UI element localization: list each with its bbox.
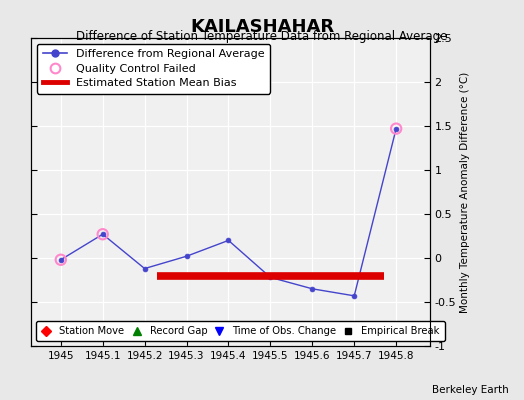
Difference from Regional Average (267, 275, 274, 280)
Difference from Regional Average (141, 266, 148, 271)
Difference from Regional Average (100, 232, 106, 237)
Y-axis label: Monthly Temperature Anomaly Difference (°C): Monthly Temperature Anomaly Difference (… (460, 71, 471, 313)
Text: KAILASHAHAR: KAILASHAHAR (190, 18, 334, 36)
Estimated Station Mean Bias (380, 273, 387, 278)
Difference from Regional Average (58, 257, 64, 262)
Quality Control Failed (57, 256, 65, 263)
Legend: Station Move, Record Gap, Time of Obs. Change, Empirical Break: Station Move, Record Gap, Time of Obs. C… (37, 321, 445, 341)
Quality Control Failed (99, 231, 107, 238)
Difference from Regional Average (183, 254, 190, 259)
Line: Difference from Regional Average: Difference from Regional Average (58, 126, 399, 298)
Estimated Station Mean Bias (154, 273, 160, 278)
Quality Control Failed (392, 126, 400, 132)
Difference from Regional Average (393, 126, 399, 131)
Text: Berkeley Earth: Berkeley Earth (432, 385, 508, 395)
Text: Difference of Station Temperature Data from Regional Average: Difference of Station Temperature Data f… (77, 30, 447, 43)
Difference from Regional Average (351, 294, 357, 298)
Difference from Regional Average (309, 286, 315, 291)
Difference from Regional Average (225, 238, 232, 243)
